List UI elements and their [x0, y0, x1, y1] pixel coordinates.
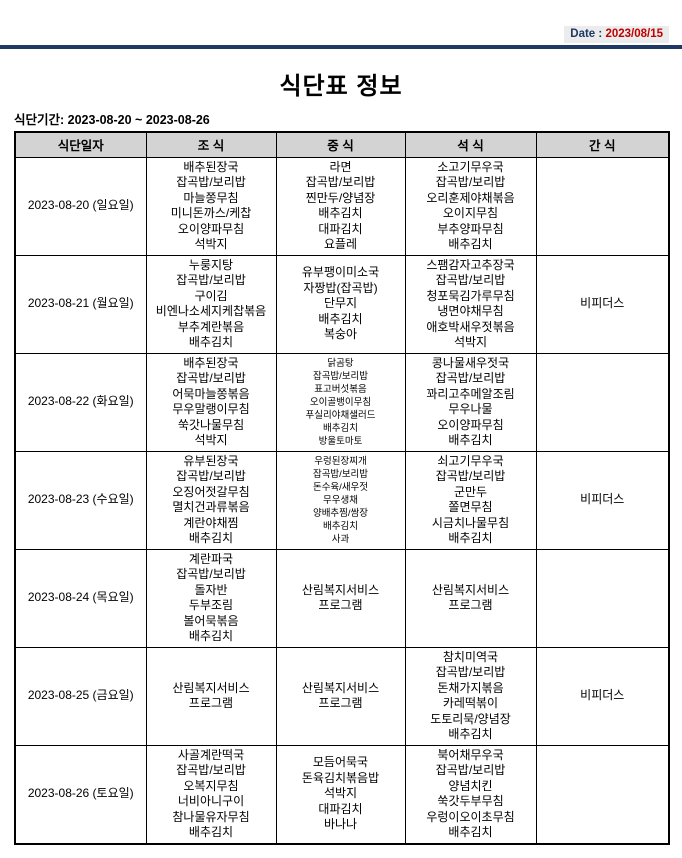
date-cell: 2023-08-26 (토요일)	[14, 744, 147, 844]
lunch-cell: 산림복지서비스 프로그램	[275, 548, 406, 648]
breakfast-cell: 배추된장국 잡곡밥/보리밥 어묵마늘쫑볶음 무우말랭이무침 쑥갓나물무침 석박지	[145, 352, 277, 452]
header-snack: 간 식	[535, 131, 670, 158]
snack-cell	[535, 548, 670, 648]
lunch-cell: 우렁된장찌개 잡곡밥/보리밥 돈수육/새우젓 무우생채 양배추찜/쌈장 배추김치…	[275, 450, 406, 550]
breakfast-cell: 누룽지탕 잡곡밥/보리밥 구이김 비엔나소세지케찹볶음 부추계란볶음 배추김치	[145, 254, 277, 354]
lunch-cell: 산림복지서비스 프로그램	[275, 646, 406, 746]
breakfast-cell: 계란파국 잡곡밥/보리밥 돌자반 두부조림 볼어묵볶음 배추김치	[145, 548, 277, 648]
dinner-cell: 쇠고기무우국 잡곡밥/보리밥 군만두 쫄면무침 시금치나물무침 배추김치	[404, 450, 537, 550]
date-cell: 2023-08-25 (금요일)	[14, 646, 147, 746]
header-breakfast: 조 식	[145, 131, 277, 158]
page-title: 식단표 정보	[279, 73, 403, 100]
breakfast-cell: 사골계란떡국 잡곡밥/보리밥 오복지무침 너비아니구이 참나물유자무침 배추김치	[145, 744, 277, 844]
snack-cell	[535, 352, 670, 452]
table-row: 2023-08-24 (목요일) 계란파국 잡곡밥/보리밥 돌자반 두부조림 볼어…	[14, 548, 670, 648]
date-header: Date : 2023/08/15	[0, 0, 682, 45]
snack-cell: 비피더스	[535, 646, 670, 746]
snack-cell	[535, 156, 670, 256]
table-row: 2023-08-25 (금요일) 산림복지서비스 프로그램 산림복지서비스 프로그램…	[14, 646, 670, 746]
table-row: 2023-08-23 (수요일) 유부된장국 잡곡밥/보리밥 오징어젓갈무침 멸치…	[14, 450, 670, 550]
table-row: 2023-08-20 (일요일) 배추된장국 잡곡밥/보리밥 마늘쫑무침 미니돈까…	[14, 156, 670, 256]
date-cell: 2023-08-20 (일요일)	[14, 156, 147, 256]
header-lunch: 중 식	[275, 131, 406, 158]
date-label: Date :	[570, 28, 603, 40]
dinner-cell: 산림복지서비스 프로그램	[404, 548, 537, 648]
lunch-cell: 닭곰탕 잡곡밥/보리밥 표고버섯볶음 오이골뱅이무침 푸실리야채샐러드 배추김치…	[275, 352, 406, 452]
dinner-cell: 소고기무우국 잡곡밥/보리밥 오리훈제야채볶음 오이지무침 부추양파무침 배추김…	[404, 156, 537, 256]
breakfast-cell: 산림복지서비스 프로그램	[145, 646, 277, 746]
breakfast-cell: 유부된장국 잡곡밥/보리밥 오징어젓갈무침 멸치건과류볶음 계란야채찜 배추김치	[145, 450, 277, 550]
table-row: 2023-08-26 (토요일) 사골계란떡국 잡곡밥/보리밥 오복지무침 너비아…	[14, 744, 670, 844]
meal-table-body: 2023-08-20 (일요일) 배추된장국 잡곡밥/보리밥 마늘쫑무침 미니돈까…	[14, 156, 670, 844]
header-dinner: 석 식	[404, 131, 537, 158]
date-cell: 2023-08-24 (목요일)	[14, 548, 147, 648]
snack-cell	[535, 744, 670, 844]
table-row: 2023-08-22 (화요일) 배추된장국 잡곡밥/보리밥 어묵마늘쫑볶음 무우…	[14, 352, 670, 452]
lunch-cell: 유부팽이미소국 자짱밥(잡곡밥) 단무지 배추김치 복숭아	[275, 254, 406, 354]
date-cell: 2023-08-23 (수요일)	[14, 450, 147, 550]
header-rule	[0, 45, 682, 49]
date-badge: Date : 2023/08/15	[564, 26, 669, 43]
dinner-cell: 북어채무우국 잡곡밥/보리밥 양념치킨 쑥갓두부무침 우렁이오이초무침 배추김치	[404, 744, 537, 844]
meal-plan-table: 식단일자 조 식 중 식 석 식 간 식 2023-08-20 (일요일) 배추된…	[14, 131, 670, 845]
menu-period: 식단기간: 2023-08-20 ~ 2023-08-26	[14, 113, 210, 127]
lunch-cell: 모듬어묵국 돈육김치볶음밥 석박지 대파김치 바나나	[275, 744, 406, 844]
dinner-cell: 참치미역국 잡곡밥/보리밥 돈채가지볶음 카레떡볶이 도토리묵/양념장 배추김치	[404, 646, 537, 746]
table-row: 2023-08-21 (월요일) 누룽지탕 잡곡밥/보리밥 구이김 비엔나소세지케…	[14, 254, 670, 354]
dinner-cell: 스팸감자고추장국 잡곡밥/보리밥 청포묵김가루무침 냉면야채무침 애호박새우젓볶…	[404, 254, 537, 354]
date-cell: 2023-08-22 (화요일)	[14, 352, 147, 452]
header-row: 식단일자 조 식 중 식 석 식 간 식	[14, 131, 670, 158]
lunch-cell: 라면 잡곡밥/보리밥 찐만두/양념장 배추김치 대파김치 요플레	[275, 156, 406, 256]
breakfast-cell: 배추된장국 잡곡밥/보리밥 마늘쫑무침 미니돈까스/케찹 오이양파무침 석박지	[145, 156, 277, 256]
date-cell: 2023-08-21 (월요일)	[14, 254, 147, 354]
dinner-cell: 콩나물새우젓국 잡곡밥/보리밥 꽈리고추메알조림 무우나물 오이양파무침 배추김…	[404, 352, 537, 452]
header-date: 식단일자	[14, 131, 147, 158]
table-header: 식단일자 조 식 중 식 석 식 간 식	[14, 131, 670, 158]
snack-cell: 비피더스	[535, 450, 670, 550]
date-value: 2023/08/15	[605, 28, 663, 40]
snack-cell: 비피더스	[535, 254, 670, 354]
